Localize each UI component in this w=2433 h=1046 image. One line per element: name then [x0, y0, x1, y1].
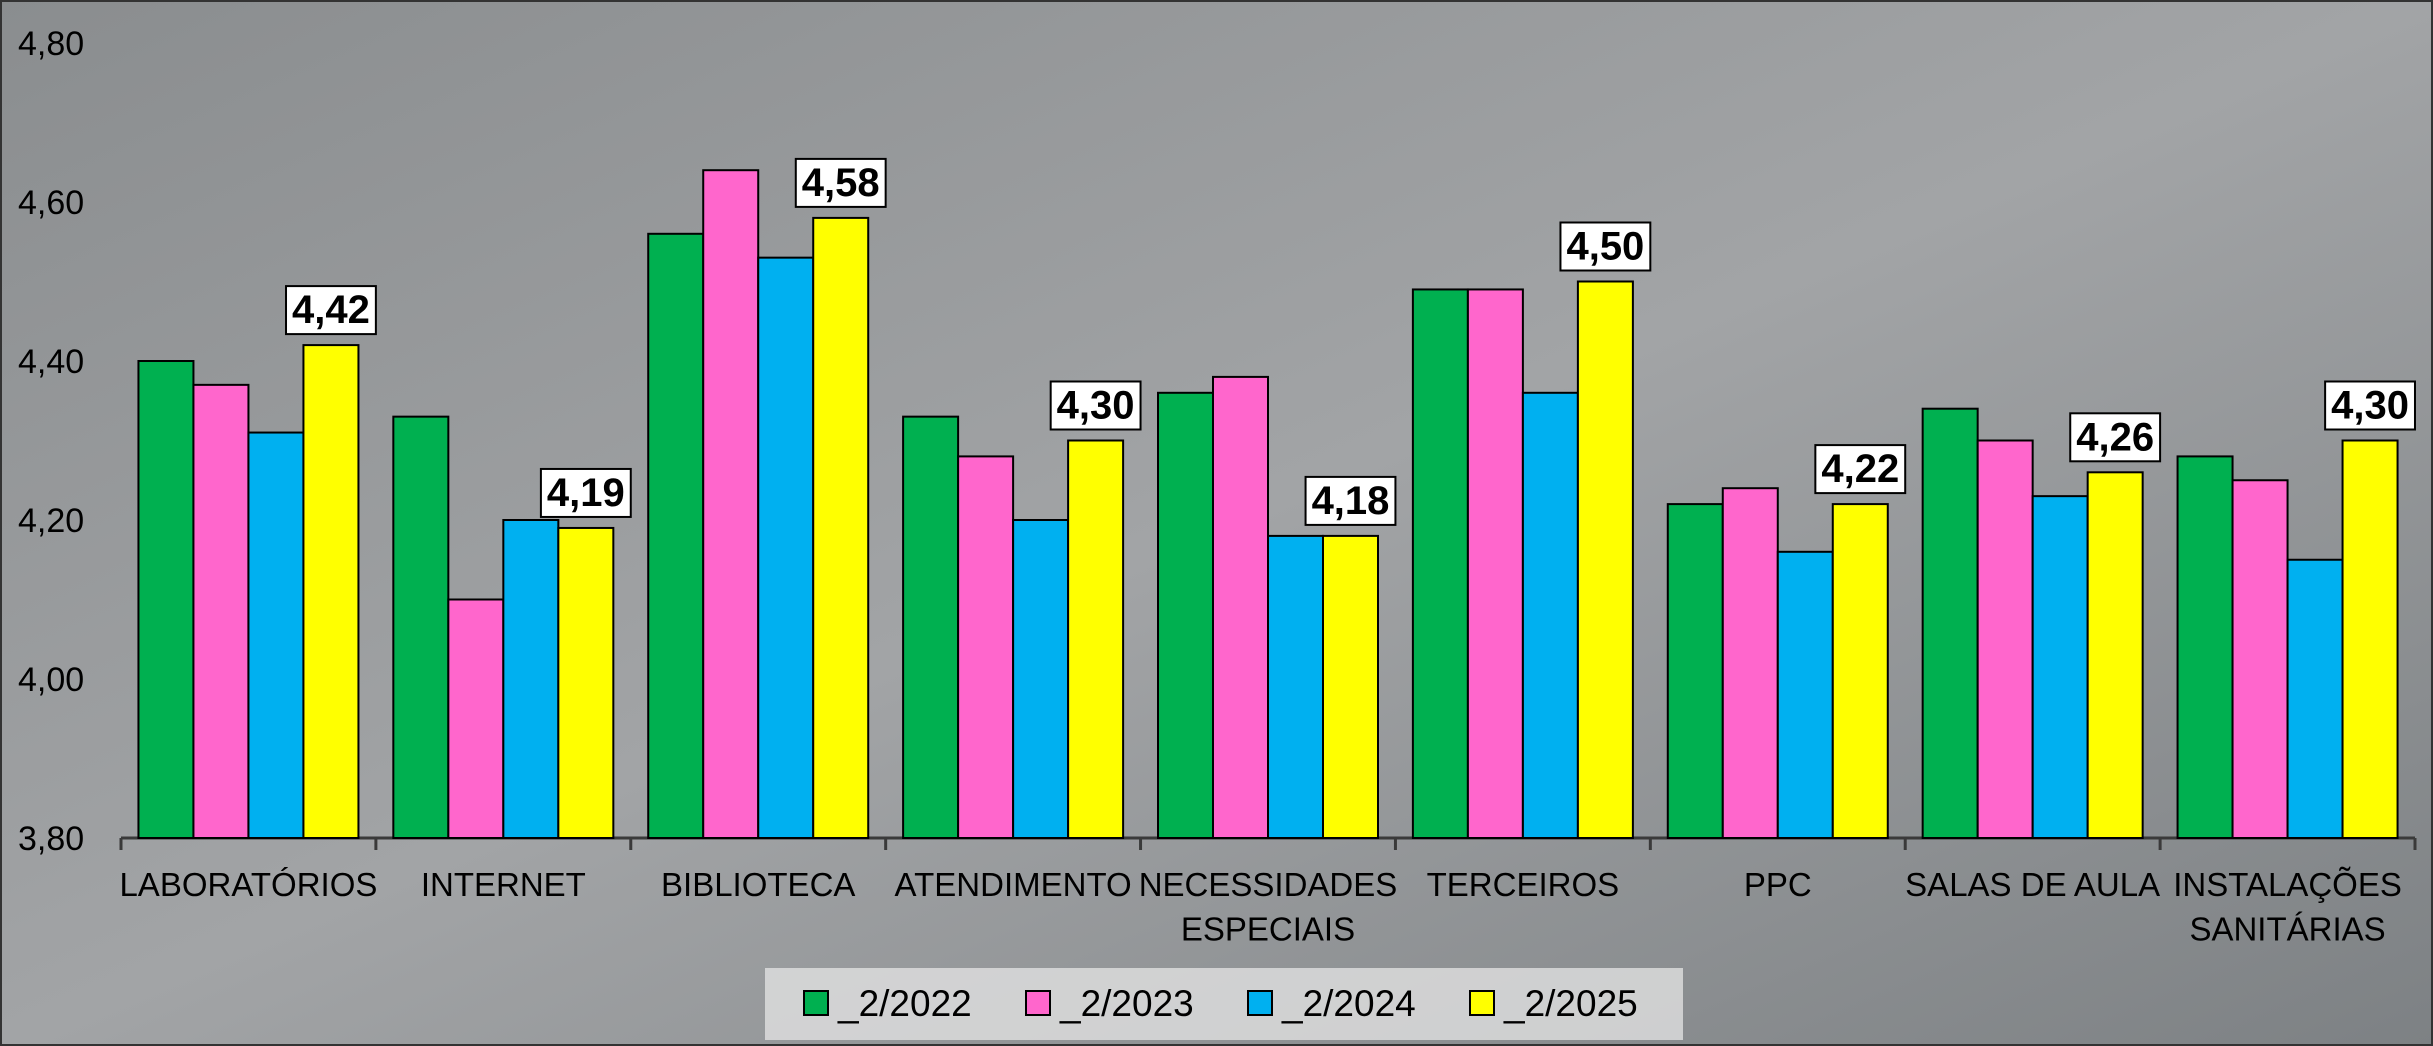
y-tick-label: 4,20 — [18, 502, 84, 540]
legend-label: _2/2023 — [1059, 983, 1194, 1024]
value-label: 4,18 — [1312, 479, 1390, 523]
x-tick-label: SALAS DE AULA — [1905, 866, 2160, 903]
bar — [702, 169, 760, 839]
plot-area: 3,80 4,00 4,20 4,40 4,60 4,80 LABORATÓRIOS INTE… — [18, 25, 2417, 948]
y-tick-label: 3,80 — [18, 820, 84, 858]
value-label: 4,26 — [2076, 415, 2154, 459]
value-label-box — [1559, 221, 1652, 272]
bar — [1776, 550, 1834, 839]
bar — [1576, 280, 1634, 839]
bar — [247, 431, 305, 839]
legend-swatch — [1247, 990, 1273, 1016]
value-label: 4,30 — [2331, 384, 2409, 428]
x-tick-label: NECESSIDADES ESPECIAIS — [1139, 866, 1398, 948]
bar — [2286, 558, 2344, 839]
bar — [757, 256, 815, 839]
bar — [1322, 534, 1379, 840]
bar — [1921, 407, 1979, 839]
x-tick-label: TERCEIROS — [1427, 866, 1620, 903]
legend-label: _2/2024 — [1281, 983, 1416, 1024]
legend-swatch — [803, 990, 829, 1016]
bar — [1212, 375, 1269, 839]
bar — [1976, 439, 2034, 839]
bar — [1267, 534, 1324, 840]
bar — [1666, 503, 1724, 839]
bar — [1067, 439, 1125, 839]
bar — [1157, 391, 1214, 839]
legend-swatch — [1025, 990, 1051, 1016]
x-tick-label: BIBLIOTECA — [661, 866, 855, 903]
bar — [302, 344, 360, 839]
legend-box — [765, 968, 1683, 1040]
value-label: 4,30 — [1057, 384, 1135, 428]
bar — [1521, 391, 1579, 839]
value-label: 4,19 — [547, 471, 625, 515]
legend-label: _2/2022 — [837, 983, 972, 1024]
value-label-box — [1304, 475, 1397, 526]
legend-swatch — [1469, 990, 1495, 1016]
bar — [1831, 503, 1889, 839]
value-label-box — [1814, 444, 1907, 495]
x-tick-label: PPC — [1744, 866, 1812, 903]
value-label-box — [285, 285, 377, 336]
bar — [2231, 479, 2289, 839]
bar — [557, 526, 615, 839]
y-tick-label: 4,80 — [18, 25, 84, 63]
legend: _2/2022 _2/2023 _2/2024 _2/2025 — [803, 983, 1638, 1024]
bar — [2341, 439, 2399, 839]
bar — [2176, 455, 2234, 839]
x-tick-label: INTERNET — [421, 866, 586, 903]
bar — [812, 216, 870, 839]
bar — [447, 598, 505, 839]
value-label-box — [539, 467, 632, 518]
value-label-box — [2324, 380, 2416, 431]
value-label: 4,42 — [292, 288, 370, 332]
value-label-box — [1049, 380, 1142, 431]
bar — [1411, 288, 1469, 839]
x-tick-label: INSTALAÇÕES SANITÁRIAS — [2173, 866, 2402, 948]
bar — [392, 415, 450, 839]
bar — [2086, 471, 2144, 839]
bar — [502, 519, 560, 839]
bar — [1721, 487, 1779, 839]
y-tick-label: 4,00 — [18, 661, 84, 699]
bar — [647, 232, 705, 840]
value-label: 4,22 — [1821, 447, 1899, 491]
y-tick-label: 4,60 — [18, 184, 84, 222]
bar — [1012, 519, 1070, 839]
bar — [2031, 495, 2089, 839]
y-tick-label: 4,40 — [18, 343, 84, 381]
bar — [1466, 288, 1524, 839]
value-label-box — [794, 157, 887, 208]
bar — [192, 383, 250, 839]
x-tick-label: ATENDIMENTO — [895, 866, 1132, 903]
bar — [957, 455, 1015, 839]
x-tick-label: LABORATÓRIOS — [119, 866, 377, 903]
bar — [902, 415, 960, 839]
value-label: 4,50 — [1566, 225, 1644, 269]
value-label: 4,58 — [802, 161, 880, 205]
value-label-box — [2069, 412, 2162, 463]
bar — [137, 360, 195, 839]
legend-label: _2/2025 — [1503, 983, 1638, 1024]
